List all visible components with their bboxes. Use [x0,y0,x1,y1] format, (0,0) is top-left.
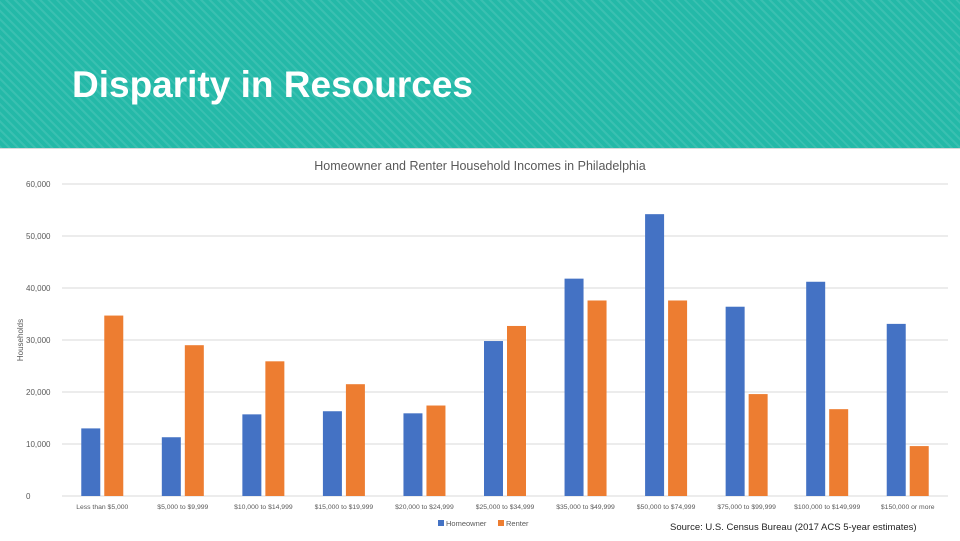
y-tick-label: 40,000 [26,284,51,293]
x-tick-label: $35,000 to $49,999 [556,504,615,511]
income-bar-chart: Homeowner and Renter Household Incomes i… [16,159,948,528]
x-tick-label: $100,000 to $149,999 [794,504,860,511]
chart-area: Homeowner and Renter Household Incomes i… [0,148,960,541]
bar-homeowner [322,411,342,496]
bar-renter [829,409,849,496]
bar-renter [184,345,204,496]
bar-homeowner [81,428,101,496]
y-tick-label: 60,000 [26,180,51,189]
bar-homeowner [886,323,906,496]
source-note: Source: U.S. Census Bureau (2017 ACS 5-y… [670,522,917,533]
x-tick-label: $150,000 or more [881,504,935,511]
bar-homeowner [242,414,262,496]
bar-renter [345,384,365,496]
x-tick-label: $25,000 to $34,999 [476,504,535,511]
bar-homeowner [725,306,745,496]
legend-swatch-homeowner [438,520,444,526]
bar-homeowner [161,437,181,496]
y-tick-label: 50,000 [26,232,51,241]
x-tick-label: $50,000 to $74,999 [637,504,696,511]
slide-title: Disparity in Resources [72,64,473,105]
bar-renter [507,325,526,496]
chart-title: Homeowner and Renter Household Incomes i… [314,159,645,173]
x-tick-label: Less than $5,000 [76,504,128,511]
bar-renter [668,300,688,496]
x-tick-labels: Less than $5,000 $5,000 to $9,999 $10,000 … [76,504,935,511]
gridlines [62,183,948,497]
x-tick-label: $15,000 to $19,999 [315,504,374,511]
y-tick-label: 10,000 [26,440,51,449]
legend-label-renter: Renter [506,519,529,528]
legend-swatch-renter [498,520,504,526]
title-banner [0,0,960,148]
bar-homeowner [484,341,503,496]
y-tick-label: 0 [26,492,31,501]
bar-renter [426,405,446,496]
y-tick-label: 20,000 [26,388,51,397]
bar-homeowner [564,278,584,496]
bar-renter [909,446,929,496]
bars [81,214,929,496]
legend-label-homeowner: Homeowner [446,519,487,528]
bar-renter [265,361,285,496]
bar-renter [748,394,768,496]
y-axis-label: Households [16,319,25,361]
bar-renter [587,300,607,496]
legend: Homeowner Renter [438,519,529,528]
bar-renter [104,315,124,496]
y-tick-labels: 0 10,000 20,000 30,000 40,000 50,000 60,000 [26,180,51,501]
bar-homeowner [645,214,665,496]
x-tick-label: $75,000 to $99,999 [717,504,776,511]
x-tick-label: $10,000 to $14,999 [234,504,293,511]
bar-homeowner [806,281,826,496]
x-tick-label: $5,000 to $9,999 [157,504,208,511]
y-tick-label: 30,000 [26,336,51,345]
bar-homeowner [403,413,423,496]
x-tick-label: $20,000 to $24,999 [395,504,454,511]
